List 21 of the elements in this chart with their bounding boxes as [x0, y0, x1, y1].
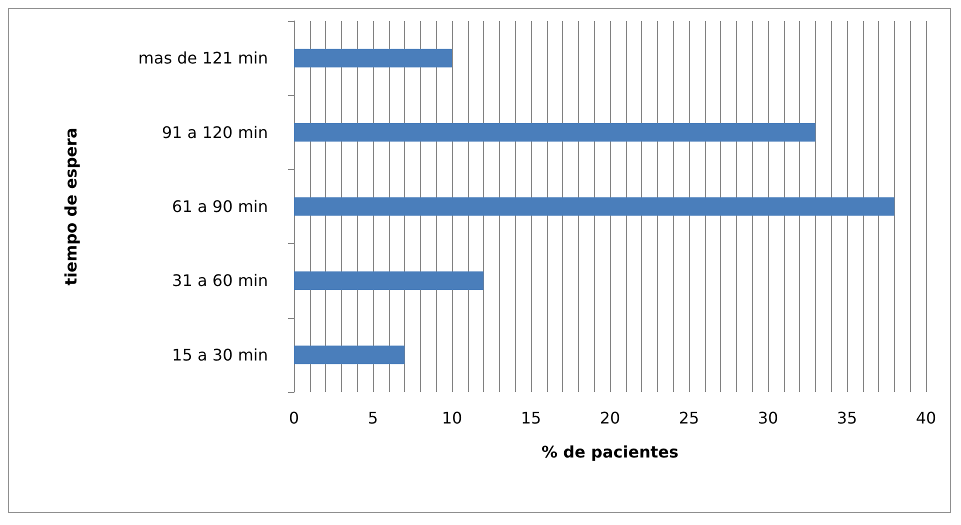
bar	[294, 48, 452, 68]
bar	[294, 123, 816, 142]
x-tick-label: 35	[836, 408, 858, 428]
x-tick-label: 25	[678, 408, 700, 428]
x-tick-label: 0	[288, 408, 300, 428]
y-tick-label: 31 a 60 min	[172, 271, 268, 290]
y-tick-label: 15 a 30 min	[172, 345, 268, 364]
x-tick-label: 30	[758, 408, 778, 428]
y-axis-title: tiempo de espera	[62, 128, 80, 286]
x-tick-label: 20	[600, 408, 620, 428]
bar	[294, 197, 894, 216]
bar	[294, 271, 484, 290]
x-axis-title: % de pacientes	[542, 442, 678, 462]
x-tick-label: 5	[368, 408, 378, 428]
y-tick-label: 61 a 90 min	[172, 197, 268, 216]
x-tick-label: 15	[520, 408, 542, 428]
bar	[294, 346, 405, 364]
y-tick-label: mas de 121 min	[138, 48, 268, 68]
y-tick-label: 91 a 120 min	[162, 122, 268, 142]
x-tick-label: 40	[916, 408, 936, 428]
x-tick-label: 10	[442, 408, 462, 428]
